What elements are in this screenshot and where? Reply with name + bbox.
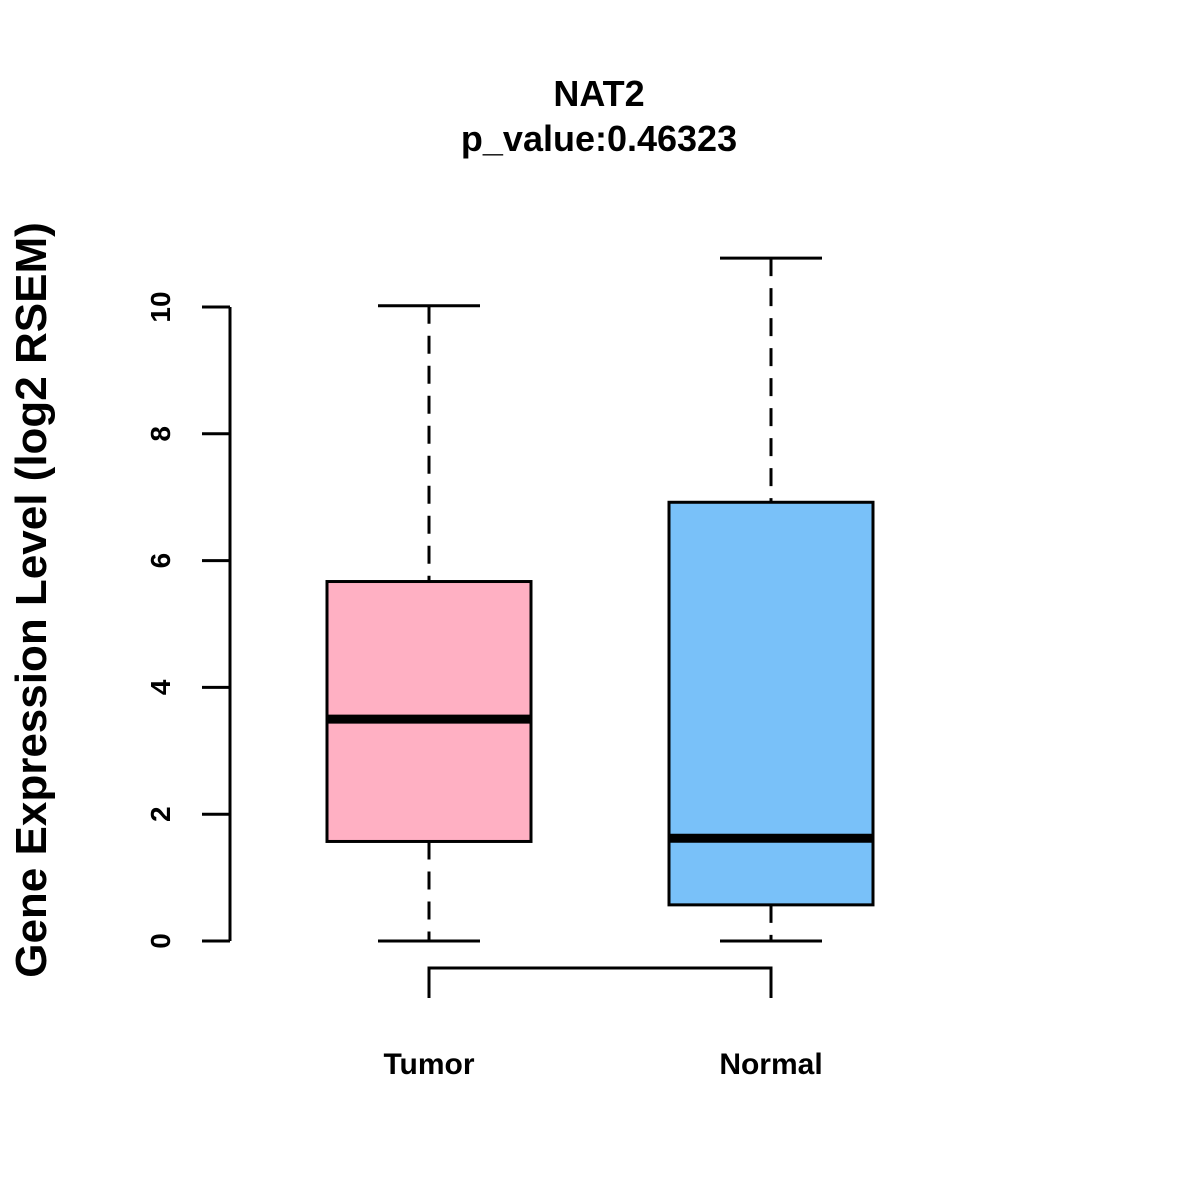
category-label-normal: Normal	[719, 1048, 822, 1081]
y-tick-label-10: 10	[145, 291, 176, 322]
y-axis-label: Gene Expression Level (log2 RSEM)	[7, 222, 56, 978]
y-tick-label-8: 8	[145, 426, 176, 442]
bracket-line	[427, 966, 773, 998]
y-tick-label-2: 2	[145, 806, 176, 822]
boxes	[325, 256, 875, 943]
iqr-box-tumor	[325, 580, 533, 843]
y-tick-label-0: 0	[145, 933, 176, 949]
chart-subtitle: p_value:0.46323	[461, 118, 737, 159]
box-normal	[667, 256, 875, 943]
category-label-tumor: Tumor	[383, 1048, 474, 1081]
y-tick-label-4: 4	[145, 679, 176, 695]
iqr-box-normal	[667, 500, 875, 907]
comparison-bracket: Tumor Normal	[383, 966, 823, 1081]
y-axis: 0 2 4 6 8 10	[145, 291, 232, 949]
box-tumor	[325, 304, 533, 943]
y-tick-label-6: 6	[145, 553, 176, 569]
chart-title: NAT2	[553, 73, 644, 114]
